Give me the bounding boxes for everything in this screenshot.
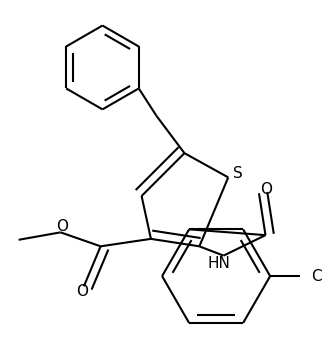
Text: O: O (260, 182, 272, 197)
Text: O: O (76, 285, 88, 299)
Text: HN: HN (207, 256, 230, 271)
Text: S: S (233, 166, 242, 181)
Text: Cl: Cl (311, 269, 322, 284)
Text: O: O (56, 219, 68, 234)
